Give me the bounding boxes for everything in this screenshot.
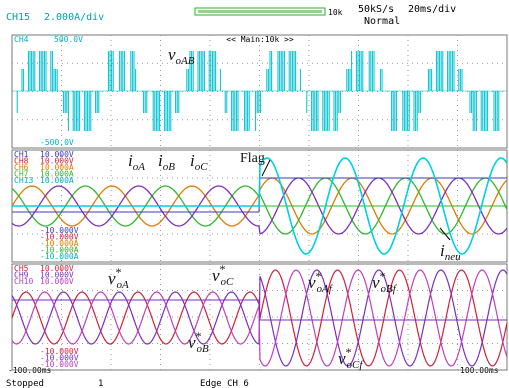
annotation: ioA	[128, 151, 145, 173]
annotation: v*oA	[108, 265, 129, 291]
annotation: v*oBf	[372, 269, 398, 295]
annotation-sub: oC	[221, 276, 235, 288]
annotation-sub: oA	[117, 279, 130, 291]
channel-scale: 10.000V	[40, 277, 74, 286]
annotation-sup: *	[116, 265, 122, 279]
record: 10k	[328, 8, 343, 17]
record-fill	[198, 10, 322, 13]
annotation: voAB	[168, 45, 195, 67]
annotation-sub: oCf	[347, 359, 365, 371]
annotation-sup: *	[220, 262, 226, 276]
annotation: ineu	[440, 241, 461, 263]
channel-name: CH4	[14, 35, 29, 44]
channel-bottom: -500.0V	[40, 138, 74, 147]
annotation-sub: oA	[133, 161, 146, 173]
channel: CH15	[6, 12, 30, 23]
channel-scale: 500.0V	[54, 35, 83, 44]
annotation-sup: *	[346, 345, 352, 359]
channel-scale: 10.000A	[40, 176, 74, 185]
annotation-main: Flag	[240, 151, 265, 166]
mode: Normal	[364, 16, 400, 27]
annotation-sub: oB	[197, 343, 210, 355]
channel-bottom: -10.000V	[40, 360, 79, 369]
channel-name: CH10	[14, 277, 33, 286]
annotation-sup: *	[316, 269, 322, 283]
channel-name: CH13	[14, 176, 33, 185]
annotation-sub: oB	[163, 161, 176, 173]
zoom-label: << Main:10k >>	[226, 35, 294, 44]
annotation-sub: oAf	[317, 283, 334, 295]
timebase: 20ms/div	[408, 4, 456, 15]
annotation: Flag	[240, 151, 265, 166]
annotation: v*oB	[188, 329, 209, 355]
annotation: ioB	[158, 151, 175, 173]
channel-bottom: -10.000A	[40, 252, 79, 261]
annotation-sub: oAB	[176, 55, 195, 67]
annotation-sub: neu	[445, 251, 461, 263]
annotation: v*oC	[212, 262, 234, 288]
annotation-sub: oBf	[381, 283, 398, 295]
rate: 50kS/s	[358, 4, 394, 15]
annotation-sub: oC	[195, 161, 209, 173]
annotation: ioC	[190, 151, 208, 173]
status: Stopped	[6, 379, 44, 388]
trigger: Edge CH 6	[200, 379, 249, 388]
scale: 2.000A/div	[44, 12, 104, 23]
annotation-sup: *	[380, 269, 386, 283]
count: 1	[98, 379, 103, 388]
annotation-sup: *	[196, 329, 202, 343]
scope-screen: CH15 2.000A/div 10k 50kS/s 20ms/div Norm…	[0, 0, 509, 388]
